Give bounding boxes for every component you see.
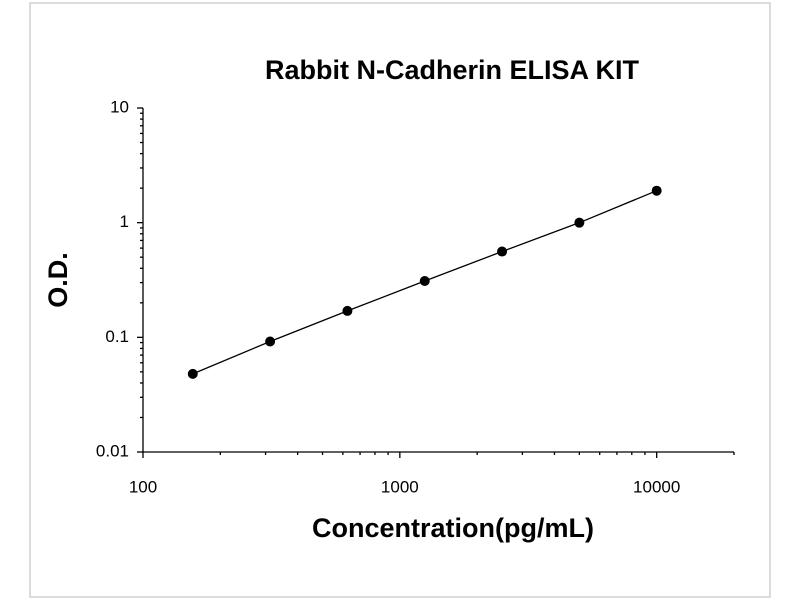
x-tick-label: 10000 <box>633 477 680 496</box>
y-tick-label: 10 <box>110 97 129 116</box>
data-point <box>342 305 353 316</box>
data-point <box>651 185 662 196</box>
data-point <box>265 336 276 347</box>
data-point <box>187 368 198 379</box>
data-point <box>419 275 430 286</box>
data-point <box>574 217 585 228</box>
y-axis-title: O.D. <box>43 252 73 308</box>
y-tick-label: 0.01 <box>96 441 129 460</box>
chart-title: Rabbit N-Cadherin ELISA KIT <box>265 55 640 85</box>
y-tick-label: 0.1 <box>105 327 129 346</box>
data-point <box>497 246 508 257</box>
x-tick-label: 1000 <box>381 477 419 496</box>
y-tick-label: 1 <box>120 212 129 231</box>
x-tick-label: 100 <box>129 477 157 496</box>
chart-frame <box>29 2 771 598</box>
x-axis-title: Concentration(pg/mL) <box>312 513 594 543</box>
